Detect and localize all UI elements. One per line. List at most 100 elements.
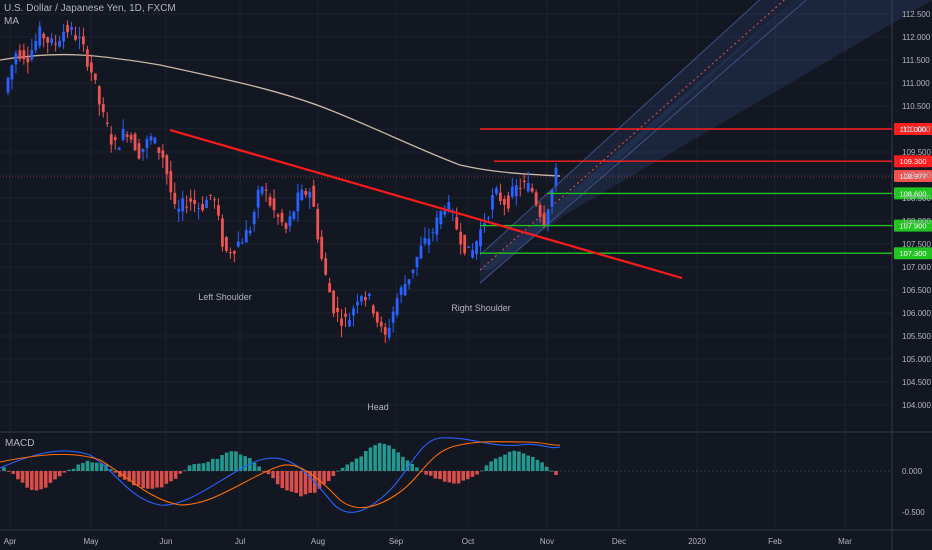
candle-body bbox=[463, 234, 467, 254]
macd-histogram-bar bbox=[20, 471, 25, 483]
macd-histogram-bar bbox=[544, 466, 549, 471]
candle-body bbox=[125, 134, 129, 138]
price-tick-label: 107.500 bbox=[902, 240, 931, 249]
candle-body bbox=[415, 256, 419, 268]
price-tick-label: 104.000 bbox=[902, 401, 931, 410]
candle-body bbox=[173, 192, 177, 205]
time-axis[interactable]: Apr May Jun Jul Aug Sep Oct Nov Dec 2020 Feb Mar bbox=[4, 537, 852, 546]
candle-body bbox=[312, 185, 316, 207]
macd-histogram-bar bbox=[220, 455, 224, 471]
candle-body bbox=[224, 237, 228, 251]
channel-upper bbox=[479, 0, 761, 256]
price-tick-label: 109.500 bbox=[902, 148, 931, 157]
macd-histogram-bar bbox=[164, 471, 169, 484]
annotation-left-shoulder: Left Shoulder bbox=[198, 292, 252, 302]
candle-body bbox=[82, 36, 85, 45]
macd-histogram-bar bbox=[90, 462, 94, 471]
macd-histogram-bar bbox=[345, 464, 350, 471]
macd-histogram-bar bbox=[461, 471, 466, 481]
macd-histogram-bar bbox=[187, 465, 192, 471]
candle-body bbox=[50, 38, 54, 44]
candle-body bbox=[137, 143, 141, 159]
candle-body bbox=[554, 167, 558, 186]
macd-histogram-bar bbox=[405, 460, 410, 471]
candle-body bbox=[495, 188, 498, 194]
candle-body bbox=[117, 147, 121, 151]
macd-histogram-bar bbox=[517, 451, 521, 471]
macd-histogram-bar bbox=[132, 471, 136, 486]
candle-body bbox=[113, 137, 117, 141]
candle-body bbox=[296, 192, 300, 212]
macd-line bbox=[0, 437, 561, 513]
price-axis[interactable]: 112.500 112.000 111.500 111.000 110.500 110.0… bbox=[902, 10, 931, 517]
macd-histogram-bar bbox=[6, 471, 11, 472]
macd-histogram-bar bbox=[466, 471, 470, 480]
candle-body bbox=[185, 206, 189, 208]
candle-body bbox=[169, 171, 173, 193]
candle-body bbox=[546, 210, 550, 225]
candle-body bbox=[161, 150, 165, 158]
candle-body bbox=[308, 191, 312, 198]
candle-body bbox=[133, 133, 137, 151]
candle-body bbox=[363, 296, 367, 301]
candle-body bbox=[109, 134, 113, 145]
candle-body bbox=[74, 35, 77, 40]
candle-body bbox=[54, 43, 58, 45]
candle-body bbox=[197, 208, 200, 210]
candle-body bbox=[427, 238, 431, 246]
candle-body bbox=[483, 223, 486, 226]
macd-histogram-bar bbox=[155, 471, 159, 488]
last-price-tag bbox=[894, 170, 932, 183]
macd-histogram-bar bbox=[11, 471, 16, 474]
macd-histogram-bar bbox=[150, 471, 155, 489]
macd-histogram-bar bbox=[2, 467, 6, 471]
candle-body bbox=[217, 205, 220, 216]
macd-histogram-bar bbox=[48, 471, 53, 483]
annotations: Left Shoulder Head Right Shoulder bbox=[198, 292, 511, 412]
macd-histogram-bar bbox=[387, 445, 391, 471]
level-tag-label: 109.300 bbox=[899, 157, 926, 166]
candle-body bbox=[534, 192, 538, 206]
macd-histogram-bar bbox=[470, 471, 475, 477]
macd-histogram-bar bbox=[428, 471, 433, 476]
candle-body bbox=[252, 212, 256, 225]
macd-histogram-bar bbox=[234, 451, 238, 471]
candle-body bbox=[399, 287, 403, 295]
candle-body bbox=[62, 31, 65, 42]
candle-body bbox=[46, 37, 50, 43]
candle-body bbox=[165, 155, 169, 175]
price-levels[interactable]: 110.000 109.300 108.600 107.900 107.300 108.9… bbox=[480, 123, 932, 260]
macd-histogram-bar bbox=[127, 471, 132, 482]
price-tick-label: 105.500 bbox=[902, 332, 931, 341]
macd-histogram-bar bbox=[503, 454, 507, 471]
candle-body bbox=[70, 26, 73, 31]
candle-body bbox=[344, 313, 347, 317]
moving-average-line bbox=[0, 53, 561, 177]
candle-body bbox=[177, 208, 181, 212]
macd-histogram-bar bbox=[433, 471, 438, 479]
candle-body bbox=[209, 194, 212, 196]
time-tick-label: Mar bbox=[838, 537, 852, 546]
macd-histogram-bar bbox=[206, 461, 210, 471]
candle-body bbox=[26, 57, 30, 63]
neckline-trendline[interactable] bbox=[169, 128, 683, 280]
candle-body bbox=[300, 189, 304, 200]
macd-histogram-bar bbox=[285, 471, 289, 491]
macd-histogram-bar bbox=[57, 471, 62, 477]
candle-body bbox=[371, 305, 375, 314]
macd-histogram-bar bbox=[201, 463, 206, 471]
macd-histogram-bar bbox=[456, 471, 461, 484]
macd-histogram-bar bbox=[493, 458, 498, 471]
candle-body bbox=[423, 237, 427, 244]
candlestick-series bbox=[6, 20, 558, 344]
macd-histogram-bar bbox=[229, 451, 234, 471]
price-tick-label: 108.500 bbox=[902, 194, 931, 203]
level-tag bbox=[894, 187, 932, 200]
candle-body bbox=[30, 50, 34, 60]
macd-histogram-bar bbox=[354, 458, 359, 471]
candle-body bbox=[288, 216, 292, 227]
macd-histogram-bar bbox=[424, 471, 428, 475]
macd-histogram-bar bbox=[410, 463, 415, 471]
